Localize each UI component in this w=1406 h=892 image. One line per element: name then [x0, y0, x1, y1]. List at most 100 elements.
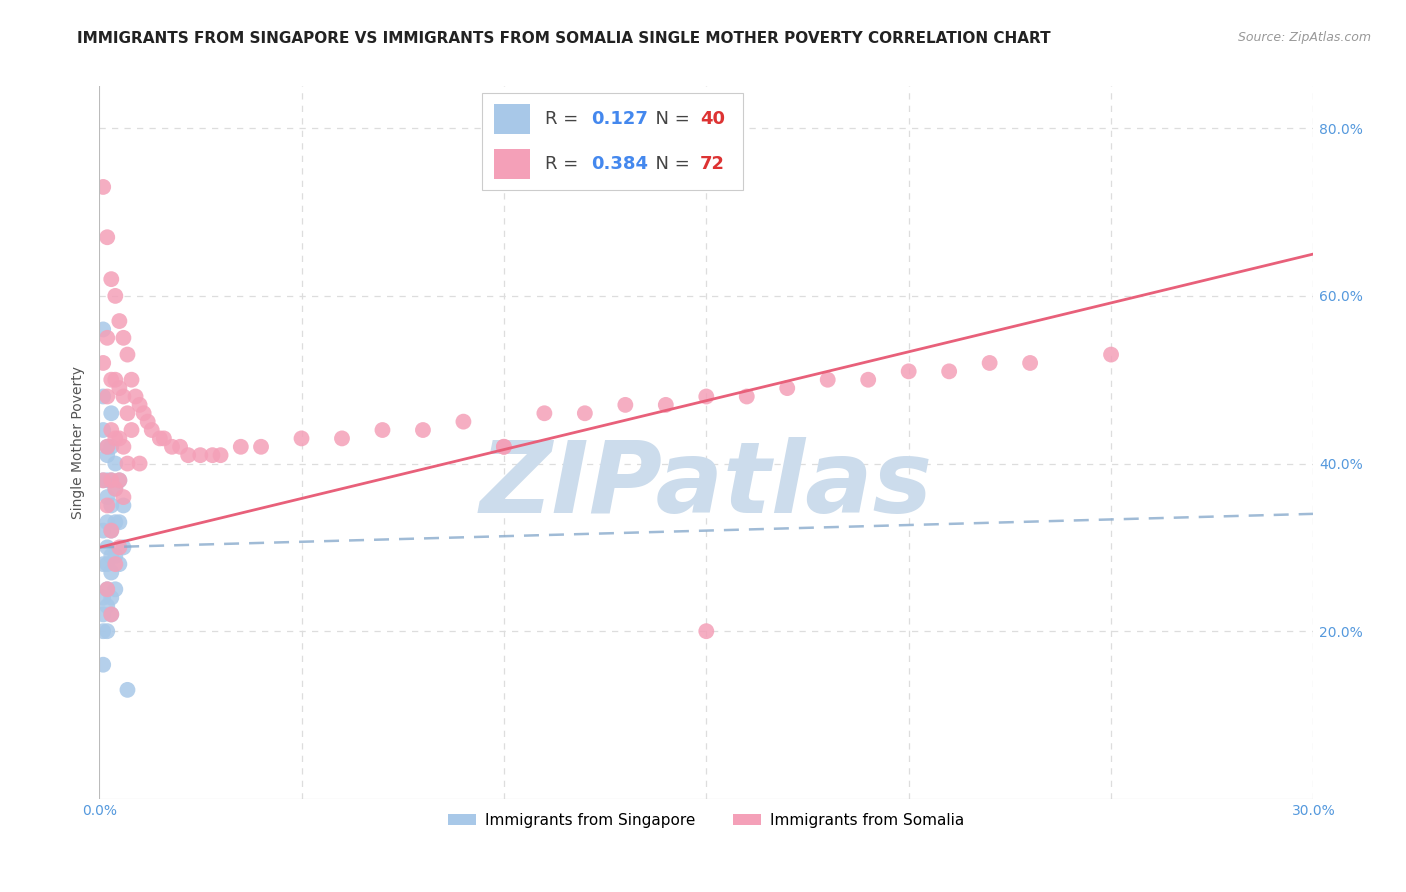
Point — [96, 541, 118, 555]
Point — [91, 473, 114, 487]
Point — [100, 524, 122, 538]
Point — [112, 440, 135, 454]
Point — [100, 549, 122, 563]
Point — [108, 541, 131, 555]
Point — [121, 423, 143, 437]
Point — [1019, 356, 1042, 370]
Point — [96, 473, 118, 487]
Point — [574, 406, 596, 420]
Point — [112, 389, 135, 403]
Point — [938, 364, 960, 378]
Point — [655, 398, 678, 412]
Point — [817, 373, 839, 387]
Point — [128, 398, 150, 412]
Point — [91, 322, 114, 336]
Text: N =: N = — [644, 155, 696, 173]
Point — [229, 440, 252, 454]
FancyBboxPatch shape — [482, 94, 742, 190]
Point — [453, 415, 475, 429]
Point — [104, 557, 127, 571]
Point — [96, 582, 118, 597]
Point — [91, 657, 114, 672]
Point — [108, 381, 131, 395]
Point — [136, 415, 159, 429]
Point — [91, 624, 114, 639]
Point — [91, 423, 114, 437]
FancyBboxPatch shape — [494, 149, 530, 179]
Point — [117, 348, 139, 362]
Point — [117, 457, 139, 471]
Point — [91, 180, 114, 194]
Point — [108, 473, 131, 487]
Text: R =: R = — [544, 155, 583, 173]
Point — [91, 389, 114, 403]
Point — [141, 423, 163, 437]
Point — [132, 406, 155, 420]
Point — [108, 515, 131, 529]
Point — [112, 541, 135, 555]
Point — [104, 289, 127, 303]
Point — [96, 499, 118, 513]
Point — [149, 431, 172, 445]
Point — [201, 448, 224, 462]
Point — [100, 473, 122, 487]
Point — [160, 440, 183, 454]
Point — [117, 682, 139, 697]
Text: 40: 40 — [700, 110, 725, 128]
Legend: Immigrants from Singapore, Immigrants from Somalia: Immigrants from Singapore, Immigrants fr… — [441, 806, 970, 834]
Point — [153, 431, 176, 445]
Text: N =: N = — [644, 110, 696, 128]
Text: 0.127: 0.127 — [591, 110, 648, 128]
Point — [96, 490, 118, 504]
Point — [614, 398, 637, 412]
Point — [209, 448, 232, 462]
Point — [100, 440, 122, 454]
Point — [91, 356, 114, 370]
Point — [100, 473, 122, 487]
Point — [91, 557, 114, 571]
Point — [96, 389, 118, 403]
Text: IMMIGRANTS FROM SINGAPORE VS IMMIGRANTS FROM SOMALIA SINGLE MOTHER POVERTY CORRE: IMMIGRANTS FROM SINGAPORE VS IMMIGRANTS … — [77, 31, 1050, 46]
Point — [330, 431, 353, 445]
Point — [100, 373, 122, 387]
Point — [897, 364, 920, 378]
Point — [735, 389, 758, 403]
Point — [188, 448, 211, 462]
Point — [96, 331, 118, 345]
Point — [100, 499, 122, 513]
Point — [108, 314, 131, 328]
Point — [169, 440, 191, 454]
Point — [96, 440, 118, 454]
Point — [96, 440, 118, 454]
Point — [100, 406, 122, 420]
Point — [250, 440, 273, 454]
Point — [91, 473, 114, 487]
Point — [96, 230, 118, 244]
Point — [124, 389, 146, 403]
Point — [104, 457, 127, 471]
Point — [91, 607, 114, 622]
Y-axis label: Single Mother Poverty: Single Mother Poverty — [72, 366, 86, 519]
Point — [104, 515, 127, 529]
Point — [290, 431, 312, 445]
Point — [100, 566, 122, 580]
Point — [100, 591, 122, 605]
Point — [112, 499, 135, 513]
Point — [695, 389, 717, 403]
FancyBboxPatch shape — [494, 104, 530, 134]
Point — [128, 457, 150, 471]
Point — [104, 582, 127, 597]
Point — [108, 431, 131, 445]
Point — [121, 373, 143, 387]
Point — [96, 448, 118, 462]
Point — [979, 356, 1001, 370]
Point — [96, 599, 118, 613]
Point — [100, 272, 122, 286]
Point — [104, 482, 127, 496]
Point — [100, 423, 122, 437]
Point — [117, 406, 139, 420]
Point — [108, 473, 131, 487]
Point — [533, 406, 555, 420]
Point — [492, 440, 515, 454]
Point — [100, 607, 122, 622]
